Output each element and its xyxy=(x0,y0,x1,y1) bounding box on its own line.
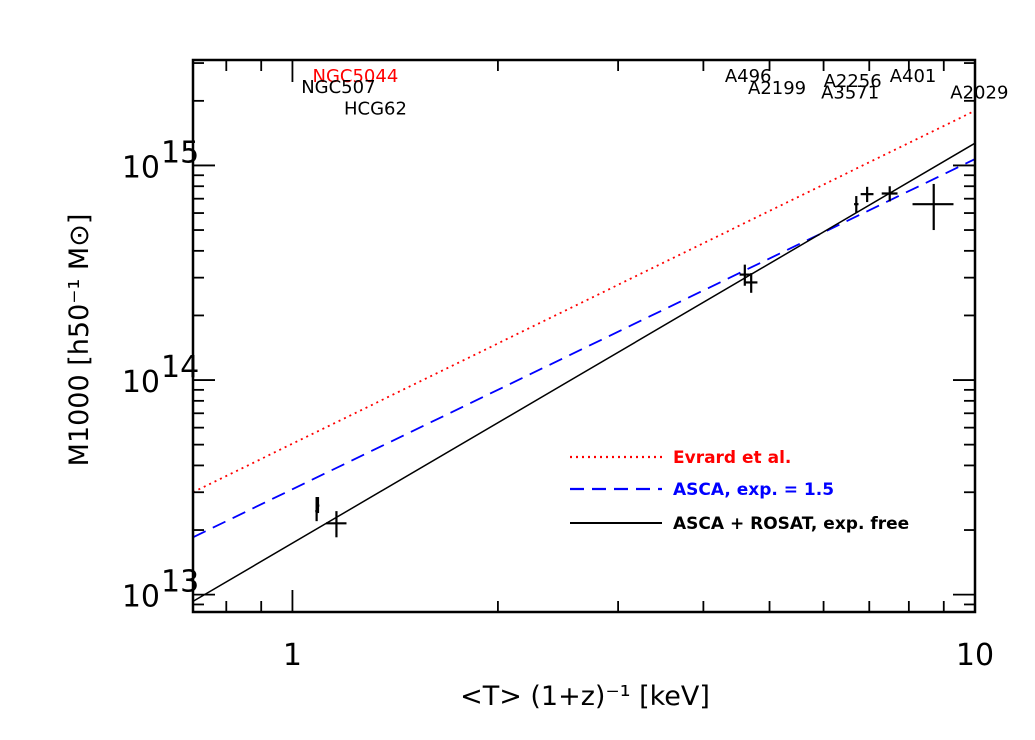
legend: Evrard et al. ASCA, exp. = 1.5 ASCA + ROSA… xyxy=(570,448,909,534)
legend-label-2: ASCA, exp. = 1.5 xyxy=(673,480,834,500)
plot-frame xyxy=(191,58,977,614)
series-line-2 xyxy=(192,158,976,539)
y-tick-label: 10 xyxy=(122,580,160,615)
cluster-label: A401 xyxy=(890,66,937,87)
y-tick-label: 10 xyxy=(122,365,160,400)
cluster-label: A2256 xyxy=(824,71,882,92)
y-tick-exponent: 14 xyxy=(161,350,199,385)
cluster-label: NGC507 xyxy=(301,77,375,98)
legend-label-1: Evrard et al. xyxy=(673,448,791,468)
x-axis-title: <T> (1+z)⁻¹ [keV] xyxy=(460,681,710,712)
cluster-label: A2029 xyxy=(950,83,1008,104)
x-tick-label: 10 xyxy=(956,638,994,673)
data-point xyxy=(744,273,758,293)
ticks-layer xyxy=(193,60,976,612)
x-tick-label: 1 xyxy=(283,638,302,673)
data-point xyxy=(881,186,898,202)
data-point xyxy=(316,497,320,514)
y-axis-title: M1000 [h50⁻¹ M⊙] xyxy=(64,214,95,467)
data-point xyxy=(860,186,874,203)
cluster-label: A3571 xyxy=(821,83,879,104)
y-tick-exponent: 15 xyxy=(161,135,199,170)
data-point xyxy=(912,183,954,231)
cluster-label: NGC5044 xyxy=(313,66,399,87)
curves-layer xyxy=(192,109,976,603)
data-points-layer xyxy=(315,183,954,538)
series-line-1 xyxy=(192,109,976,494)
cluster-label: HCG62 xyxy=(344,98,407,119)
data-point xyxy=(326,511,347,538)
data-point xyxy=(854,196,859,214)
series-line-3 xyxy=(192,142,976,603)
y-tick-exponent: 13 xyxy=(161,565,199,600)
cluster-label: A2199 xyxy=(748,78,806,99)
cluster-label: A496 xyxy=(725,66,772,87)
y-tick-label: 10 xyxy=(122,150,160,185)
legend-label-3: ASCA + ROSAT, exp. free xyxy=(673,514,909,534)
